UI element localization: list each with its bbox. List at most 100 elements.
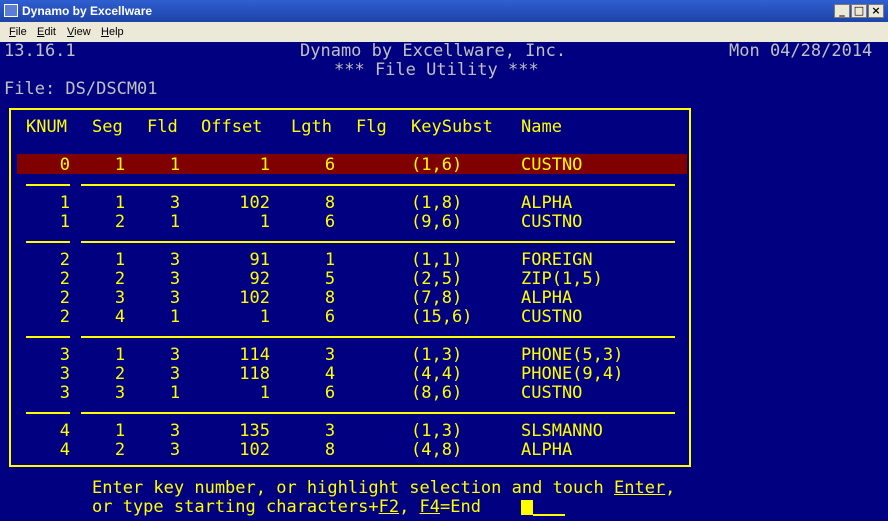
- group-separator: [26, 412, 70, 414]
- cell-fld: 3: [169, 421, 181, 441]
- cell-fld: 3: [169, 269, 181, 289]
- col-lgth: Lgth: [291, 117, 332, 137]
- key-table-box: [9, 108, 691, 467]
- cell-knum: 2: [59, 288, 70, 308]
- prompt-line-1: Enter key number, or highlight selection…: [92, 479, 675, 498]
- cell-keysubst: (1,6): [411, 155, 463, 175]
- date-label: Mon 04/28/2014: [729, 42, 873, 61]
- cell-seg: 1: [114, 345, 126, 365]
- cell-name: PHONE(9,4): [521, 364, 624, 384]
- cell-name: CUSTNO: [521, 212, 583, 232]
- cell-name: SLSMANNO: [521, 421, 603, 441]
- minimize-button[interactable]: _: [834, 4, 850, 18]
- cell-knum: 1: [59, 212, 70, 232]
- text-cursor: [521, 500, 533, 515]
- cell-knum: 3: [59, 364, 70, 384]
- group-separator: [81, 336, 675, 338]
- cell-lgth: 3: [324, 345, 336, 365]
- cell-fld: 1: [169, 212, 181, 232]
- company-label: Dynamo by Excellware, Inc.: [300, 42, 567, 61]
- maximize-button[interactable]: □: [851, 4, 867, 18]
- cell-seg: 2: [114, 269, 126, 289]
- prompt-text: =End: [440, 497, 481, 517]
- cell-fld: 3: [169, 345, 181, 365]
- cell-lgth: 1: [324, 250, 336, 270]
- cell-keysubst: (15,6): [411, 307, 473, 327]
- cell-offset: 1: [259, 155, 270, 175]
- f2-key-hint: F2: [378, 497, 400, 517]
- prompt-text: ,: [399, 497, 420, 517]
- menu-file[interactable]: File: [9, 26, 27, 38]
- cell-name: ALPHA: [521, 193, 573, 213]
- cell-lgth: 4: [324, 364, 336, 384]
- cell-name: ZIP(1,5): [521, 269, 603, 289]
- cell-offset: 1: [259, 307, 270, 327]
- menu-view[interactable]: View: [67, 26, 91, 38]
- cell-seg: 1: [114, 250, 126, 270]
- cell-seg: 3: [114, 383, 126, 403]
- close-button[interactable]: ×: [868, 4, 884, 18]
- cell-seg: 3: [114, 288, 126, 308]
- cell-lgth: 8: [324, 193, 336, 213]
- f4-key-hint: F4: [419, 497, 441, 517]
- cell-lgth: 5: [324, 269, 336, 289]
- group-separator: [81, 184, 675, 186]
- menu-help[interactable]: Help: [101, 26, 124, 38]
- cell-keysubst: (1,8): [411, 193, 463, 213]
- cell-fld: 1: [169, 155, 181, 175]
- cell-fld: 3: [169, 440, 181, 460]
- cell-offset: 91: [249, 250, 270, 270]
- key-input-field[interactable]: [533, 514, 565, 516]
- col-keysubst: KeySubst: [411, 117, 493, 137]
- menu-bar: File Edit View Help: [0, 22, 888, 42]
- cell-lgth: 6: [324, 383, 336, 403]
- cell-seg: 2: [114, 364, 126, 384]
- cell-fld: 1: [169, 383, 181, 403]
- col-offset: Offset: [201, 117, 263, 137]
- prompt-text: or type starting characters+: [92, 497, 379, 517]
- cell-offset: 135: [239, 421, 270, 441]
- cell-lgth: 8: [324, 440, 336, 460]
- cell-seg: 1: [114, 421, 126, 441]
- group-separator: [26, 241, 70, 243]
- terminal-screen[interactable]: 13.16.1 Dynamo by Excellware, Inc. Mon 0…: [0, 42, 888, 521]
- col-fld: Fld: [147, 117, 178, 137]
- cell-keysubst: (2,5): [411, 269, 463, 289]
- cell-knum: 2: [59, 307, 70, 327]
- cell-knum: 4: [59, 440, 70, 460]
- menu-edit[interactable]: Edit: [37, 26, 56, 38]
- cell-lgth: 6: [324, 155, 336, 175]
- enter-key-hint: Enter: [613, 478, 666, 498]
- version-label: 13.16.1: [4, 42, 76, 61]
- cell-knum: 3: [59, 383, 70, 403]
- cell-lgth: 8: [324, 288, 336, 308]
- group-separator: [26, 336, 70, 338]
- page-title: *** File Utility ***: [334, 60, 539, 80]
- cell-knum: 3: [59, 345, 70, 365]
- prompt-line-2: or type starting characters+F2, F4=End: [92, 498, 481, 517]
- cell-offset: 1: [259, 212, 270, 232]
- cell-name: CUSTNO: [521, 307, 583, 327]
- col-seg: Seg: [92, 117, 123, 137]
- cell-seg: 2: [114, 212, 126, 232]
- app-icon[interactable]: [4, 4, 18, 17]
- cell-fld: 1: [169, 307, 181, 327]
- cell-fld: 3: [169, 364, 181, 384]
- title-bar: Dynamo by Excellware _ □ ×: [0, 0, 888, 22]
- cell-keysubst: (4,8): [411, 440, 463, 460]
- cell-offset: 1: [259, 383, 270, 403]
- cell-knum: 0: [59, 155, 70, 175]
- prompt-text: Enter key number, or highlight selection…: [92, 478, 614, 498]
- cell-fld: 3: [169, 250, 181, 270]
- prompt-text: ,: [665, 478, 676, 498]
- cell-seg: 4: [114, 307, 126, 327]
- cell-keysubst: (4,4): [411, 364, 463, 384]
- cell-name: ALPHA: [521, 288, 573, 308]
- cell-knum: 1: [59, 193, 70, 213]
- window-title: Dynamo by Excellware: [22, 4, 153, 18]
- cell-knum: 4: [59, 421, 70, 441]
- cell-keysubst: (1,1): [411, 250, 463, 270]
- group-separator: [81, 412, 675, 414]
- cell-name: FOREIGN: [521, 250, 593, 270]
- group-separator: [26, 184, 70, 186]
